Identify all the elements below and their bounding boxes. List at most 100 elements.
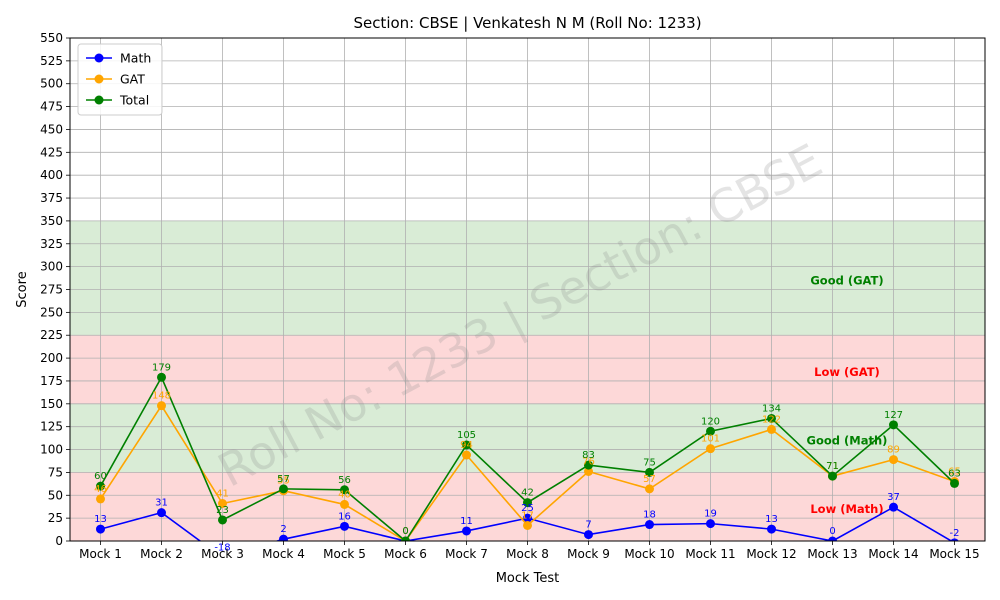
x-tick-label: Mock 13	[807, 547, 857, 561]
x-tick-label: Mock 8	[506, 547, 549, 561]
data-label-gat: 17	[521, 510, 534, 521]
legend-swatch-marker	[94, 95, 104, 105]
point-total	[523, 498, 532, 508]
x-tick-label: Mock 9	[567, 547, 610, 561]
x-tick-label: Mock 4	[262, 547, 305, 561]
data-label-total: 71	[826, 461, 839, 472]
point-math	[157, 508, 166, 518]
y-tick-label: 75	[48, 465, 63, 479]
point-total	[767, 413, 776, 423]
x-tick-label: Mock 10	[624, 547, 674, 561]
series-layer	[96, 372, 959, 541]
data-label-total: 56	[338, 475, 351, 486]
data-label-total: 63	[948, 468, 961, 479]
data-label-math: 2	[280, 524, 286, 535]
legend-entry: Total	[119, 93, 149, 108]
data-label-total: 57	[277, 474, 290, 485]
data-label-total: 60	[94, 471, 107, 482]
point-gat	[218, 499, 227, 509]
data-label-gat: 71	[826, 461, 839, 472]
y-tick-label: 550	[40, 31, 63, 45]
data-label-gat: 55	[277, 476, 290, 487]
legend: Math GAT Total	[77, 43, 163, 116]
x-axis-label: Mock Test	[496, 571, 560, 586]
legend-entry: Math	[120, 51, 151, 66]
zone-label: Low (GAT)	[814, 365, 880, 379]
point-gat	[462, 450, 471, 460]
zone-label: Good (GAT)	[810, 273, 883, 287]
series-clip-group	[96, 372, 959, 541]
data-label-gat: 46	[94, 484, 107, 495]
data-label-total: 23	[216, 505, 229, 516]
data-label-total: 83	[582, 450, 595, 461]
point-gat	[340, 499, 349, 509]
point-total	[96, 481, 105, 491]
x-tick-label: Mock 6	[384, 547, 427, 561]
y-tick-label: 200	[40, 351, 63, 365]
point-math	[462, 526, 471, 536]
y-tick-label: 100	[40, 443, 63, 457]
point-total	[889, 420, 898, 430]
chart-title: Section: CBSE | Venkatesh N M (Roll No: …	[353, 14, 701, 32]
y-tick-label: 425	[40, 145, 63, 159]
point-math	[828, 536, 837, 541]
data-label-total: 0	[402, 526, 408, 537]
y-tick-label: 0	[55, 534, 63, 548]
data-label-total: 120	[701, 416, 720, 427]
point-math	[523, 513, 532, 523]
y-tick-label: 475	[40, 100, 63, 114]
data-label-math: 7	[585, 520, 591, 531]
data-label-math: 13	[765, 514, 778, 525]
data-label-math: 0	[829, 526, 835, 537]
x-tick-label: Mock 12	[746, 547, 796, 561]
y-tick-label: 25	[48, 511, 63, 525]
legend-swatch-marker	[94, 53, 104, 63]
axes-layer: 0255075100125150175200225250275300325350…	[40, 31, 980, 561]
y-tick-label: 450	[40, 122, 63, 136]
point-math	[96, 524, 105, 534]
y-tick-label: 125	[40, 420, 63, 434]
y-tick-label: 225	[40, 328, 63, 342]
point-gat	[706, 444, 715, 454]
data-label-math: 13	[94, 514, 107, 525]
point-math	[340, 521, 349, 531]
data-label-math: 18	[643, 510, 656, 521]
data-label-math: 16	[338, 511, 351, 522]
data-label-math: 11	[460, 516, 473, 527]
point-total	[462, 440, 471, 450]
point-gat	[523, 520, 532, 530]
data-label-gat: 41	[216, 489, 229, 500]
y-tick-label: 175	[40, 374, 63, 388]
data-label-math: -18	[214, 542, 230, 553]
zone-labels-layer: Good (GAT) Low (GAT) Good (Math) Low (Math)	[807, 273, 888, 516]
y-tick-label: 250	[40, 305, 63, 319]
point-gat	[889, 455, 898, 465]
point-math	[950, 538, 959, 541]
point-math	[767, 524, 776, 534]
y-tick-label: 150	[40, 397, 63, 411]
point-gat	[645, 484, 654, 494]
point-total	[706, 426, 715, 436]
data-label-total: 134	[762, 403, 781, 414]
x-tick-label: Mock 2	[140, 547, 183, 561]
x-tick-label: Mock 7	[445, 547, 488, 561]
point-gat	[96, 494, 105, 504]
point-total	[828, 471, 837, 481]
y-tick-label: 50	[48, 488, 63, 502]
data-label-math: 25	[521, 503, 534, 514]
data-label-gat: 0	[402, 526, 408, 537]
zone-label: Low (Math)	[810, 502, 883, 516]
y-tick-label: 300	[40, 260, 63, 274]
data-label-gat: 122	[762, 414, 781, 425]
data-label-total: 127	[884, 410, 903, 421]
data-label-gat: 94	[460, 440, 473, 451]
point-total	[157, 372, 166, 382]
legend-entry: GAT	[120, 72, 145, 87]
point-gat	[157, 401, 166, 411]
x-tick-label: Mock 14	[868, 547, 918, 561]
point-math	[706, 519, 715, 529]
data-label-gat: 101	[701, 434, 720, 445]
